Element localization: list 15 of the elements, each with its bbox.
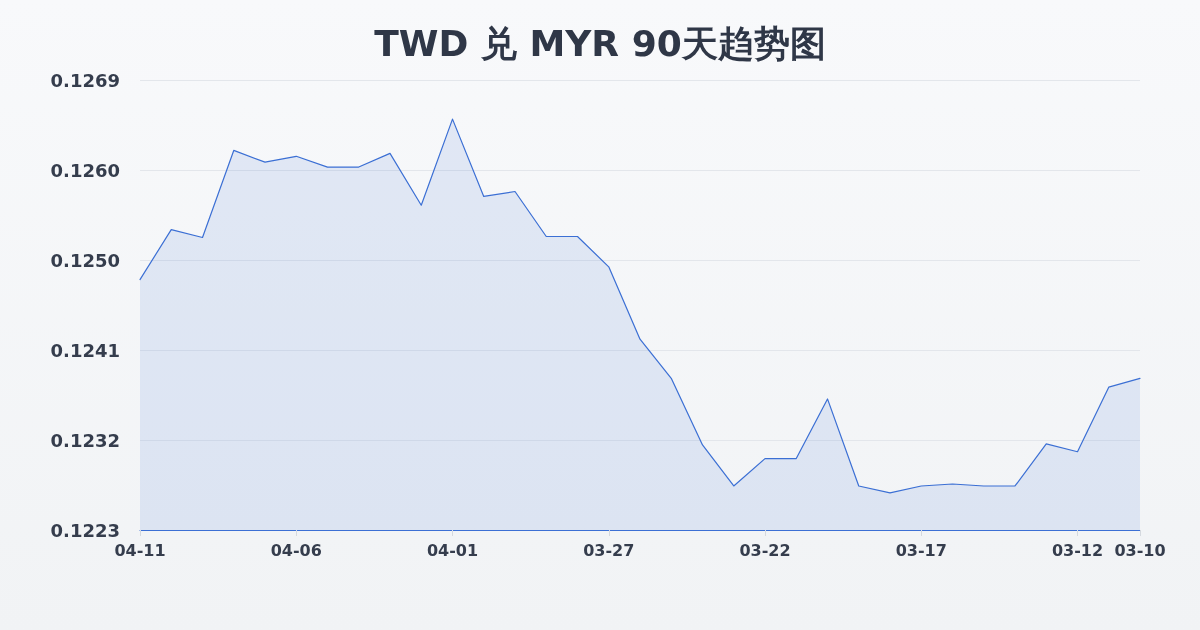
y-tick-label: 0.1241 <box>50 339 120 361</box>
x-tick-label: 03-10 <box>1114 540 1166 560</box>
chart-title: TWD 兑 MYR 90天趋势图 <box>374 22 826 64</box>
x-tick-label: 04-11 <box>114 540 166 560</box>
y-tick-label: 0.1250 <box>50 249 120 271</box>
x-tick-label: 03-17 <box>895 540 947 560</box>
y-tick-label: 0.1260 <box>50 159 120 181</box>
x-tick-label: 04-06 <box>270 540 322 560</box>
x-tick-label: 04-01 <box>426 540 479 560</box>
x-tick-label: 03-22 <box>739 540 791 560</box>
y-tick-label: 0.1232 <box>50 429 120 451</box>
y-tick-label: 0.1223 <box>50 519 120 541</box>
y-tick-label: 0.1269 <box>50 69 120 91</box>
x-tick-label: 03-12 <box>1051 540 1104 560</box>
x-tick-label: 03-27 <box>583 540 635 560</box>
